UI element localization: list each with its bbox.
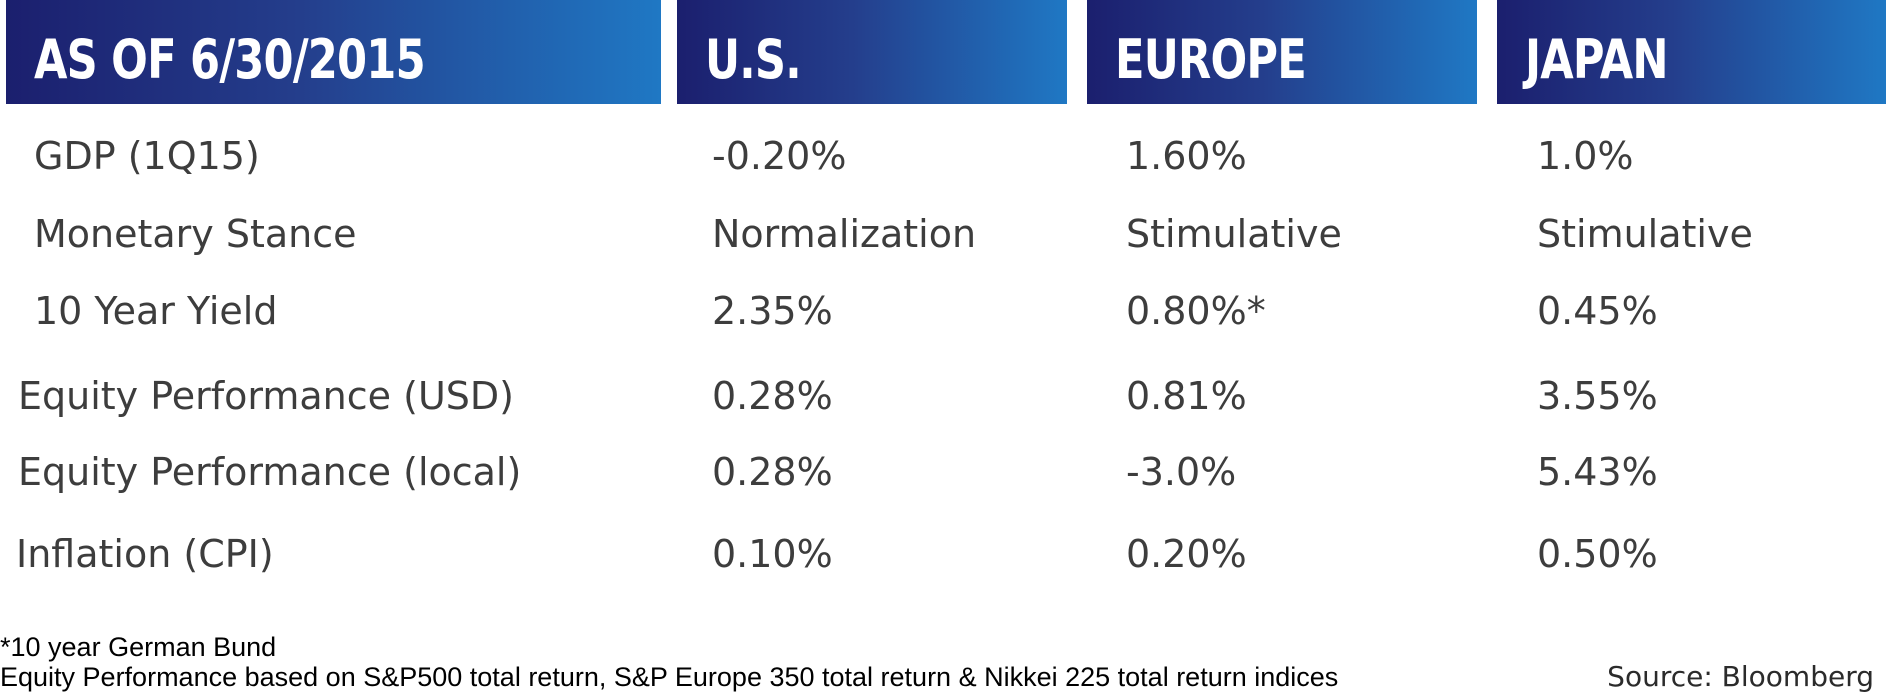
table-row-inflation: Inflation (CPI) 0.10% 0.20% 0.50% (0, 524, 1886, 584)
table-row-equity-local: Equity Performance (local) 0.28% -3.0% 5… (0, 442, 1886, 502)
header-date: AS OF 6/30/2015 (6, 0, 661, 104)
footnote-bund: *10 year German Bund (0, 632, 277, 662)
cell-us: 0.28% (712, 450, 833, 494)
row-label: Monetary Stance (34, 212, 357, 256)
cell-us: 2.35% (712, 289, 833, 333)
cell-europe: Stimulative (1126, 212, 1342, 256)
row-label: Inflation (CPI) (16, 532, 274, 576)
cell-europe: 0.80%* (1126, 289, 1266, 333)
cell-japan: 5.43% (1537, 450, 1658, 494)
table-row-10-year-yield: 10 Year Yield 2.35% 0.80%* 0.45% (0, 281, 1886, 341)
cell-japan: 1.0% (1537, 134, 1634, 178)
row-label: Equity Performance (USD) (18, 374, 514, 418)
row-label: Equity Performance (local) (18, 450, 522, 494)
header-europe: EUROPE (1087, 0, 1477, 104)
cell-europe: 0.20% (1126, 532, 1247, 576)
table-row-gdp: GDP (1Q15) -0.20% 1.60% 1.0% (0, 126, 1886, 186)
header-us: U.S. (677, 0, 1067, 104)
table-row-equity-usd: Equity Performance (USD) 0.28% 0.81% 3.5… (0, 366, 1886, 426)
cell-us: Normalization (712, 212, 977, 256)
source-credit: Source: Bloomberg (1607, 660, 1874, 693)
row-label: 10 Year Yield (34, 289, 278, 333)
cell-europe: 1.60% (1126, 134, 1247, 178)
cell-japan: Stimulative (1537, 212, 1753, 256)
footnote-equity: Equity Performance based on S&P500 total… (0, 662, 1339, 692)
cell-japan: 0.50% (1537, 532, 1658, 576)
cell-europe: -3.0% (1126, 450, 1237, 494)
cell-us: -0.20% (712, 134, 847, 178)
header-us-label: U.S. (705, 27, 802, 91)
cell-japan: 3.55% (1537, 374, 1658, 418)
cell-japan: 0.45% (1537, 289, 1658, 333)
cell-us: 0.28% (712, 374, 833, 418)
cell-us: 0.10% (712, 532, 833, 576)
header-europe-label: EUROPE (1115, 27, 1307, 91)
header-japan-label: JAPAN (1525, 27, 1669, 91)
header-date-label: AS OF 6/30/2015 (34, 27, 426, 91)
header-japan: JAPAN (1497, 0, 1886, 104)
row-label: GDP (1Q15) (34, 134, 260, 178)
cell-europe: 0.81% (1126, 374, 1247, 418)
table-row-monetary-stance: Monetary Stance Normalization Stimulativ… (0, 204, 1886, 264)
